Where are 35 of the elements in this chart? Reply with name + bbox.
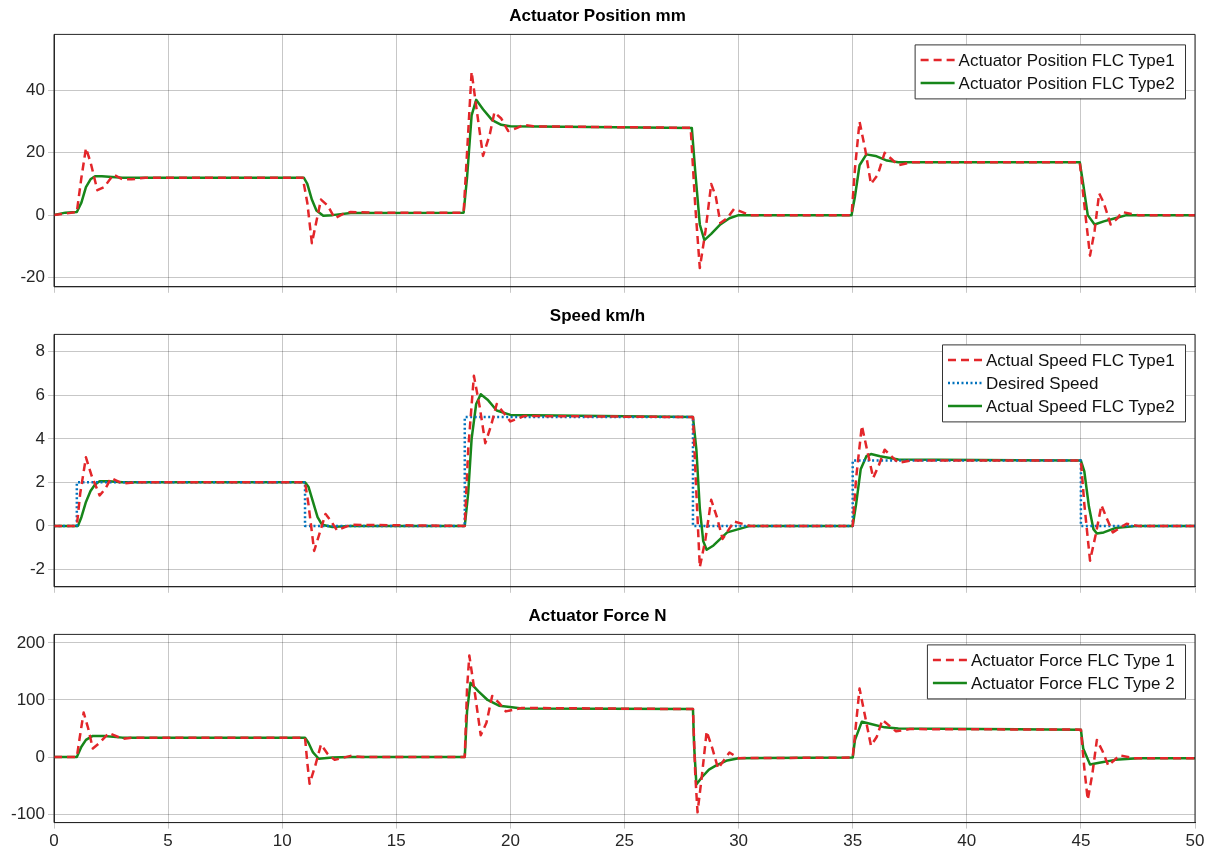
y-tick-label: 200: [16, 632, 45, 652]
x-tick-label: 45: [1071, 831, 1091, 851]
legend-label: Desired Speed: [986, 373, 1099, 393]
legend-label: Actuator Force FLC Type 1: [970, 650, 1175, 670]
legend-label: Actuator Position FLC Type1: [958, 50, 1175, 70]
chart-title: Speed km/h: [549, 305, 646, 325]
x-tick-label: 15: [386, 831, 406, 851]
y-tick-label: 8: [35, 341, 45, 361]
x-tick-label: 0: [49, 831, 59, 851]
y-tick-label: 0: [35, 515, 45, 535]
y-tick-label: 0: [35, 204, 45, 224]
x-tick-label: 50: [1185, 831, 1205, 851]
y-tick-label: -100: [10, 803, 45, 823]
x-tick-label: 25: [615, 831, 634, 851]
x-tick-label: 30: [729, 831, 749, 851]
legend-label: Actuator Position FLC Type2: [958, 73, 1175, 93]
legend-label: Actual Speed FLC Type2: [986, 396, 1175, 416]
y-tick-label: -20: [20, 267, 45, 287]
legend-label: Actual Speed FLC Type1: [986, 350, 1175, 370]
chart-title: Actuator Position mm: [509, 5, 686, 25]
y-tick-label: 20: [26, 142, 45, 162]
y-tick-label: -2: [29, 559, 45, 579]
chart-title: Actuator Force N: [528, 605, 667, 625]
x-tick-label: 20: [500, 831, 520, 851]
legend-label: Actuator Force FLC Type 2: [970, 673, 1175, 693]
x-tick-label: 35: [843, 831, 863, 851]
x-tick-label: 40: [957, 831, 977, 851]
x-tick-label: 10: [272, 831, 292, 851]
x-tick-label: 5: [163, 831, 173, 851]
y-tick-label: 40: [26, 80, 45, 100]
y-tick-label: 4: [35, 428, 45, 448]
y-tick-label: 2: [35, 472, 45, 492]
y-tick-label: 0: [35, 746, 45, 766]
y-tick-label: 6: [35, 385, 45, 405]
y-tick-label: 100: [16, 689, 45, 709]
